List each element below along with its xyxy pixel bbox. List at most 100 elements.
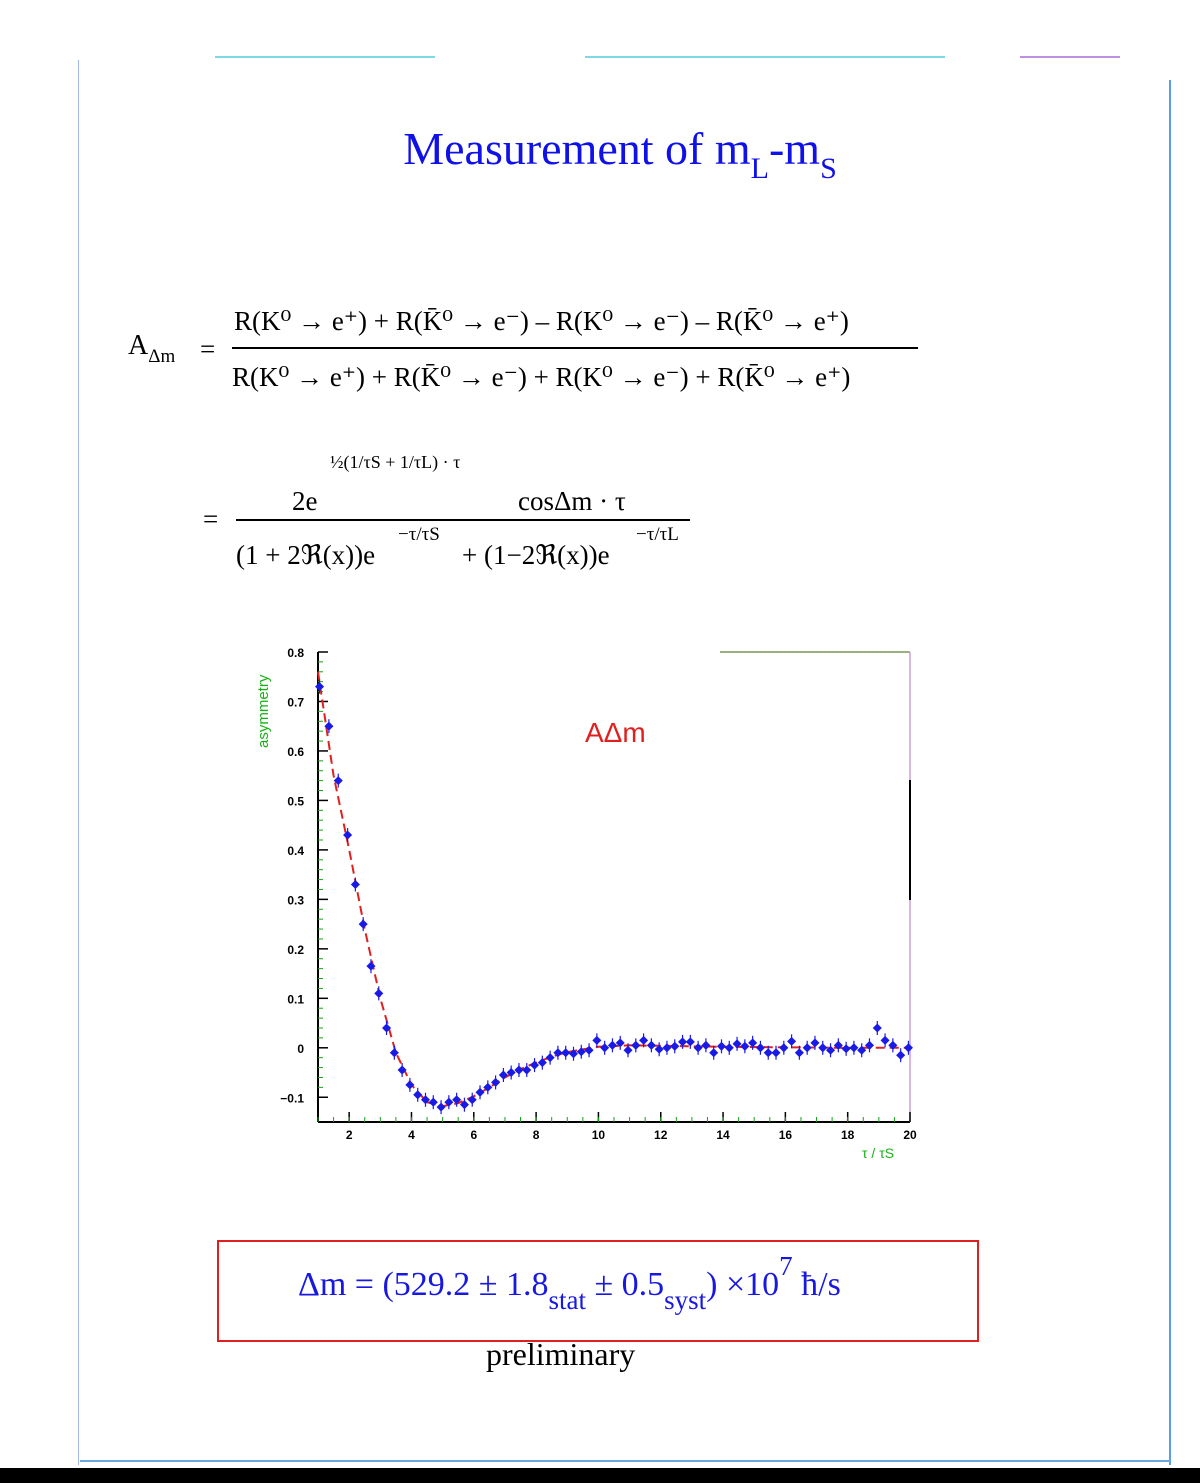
data-point xyxy=(654,1044,664,1054)
data-point xyxy=(475,1087,485,1097)
data-point xyxy=(522,1065,532,1075)
data-point xyxy=(397,1065,407,1075)
data-point xyxy=(607,1040,617,1050)
frame-top-right xyxy=(1020,56,1120,58)
y-axis-label: asymmetry xyxy=(255,674,272,748)
data-point xyxy=(662,1043,672,1053)
x-tick-label: 20 xyxy=(903,1128,917,1142)
frame-left xyxy=(78,60,79,1465)
fit-curve xyxy=(317,671,910,1108)
data-point xyxy=(483,1082,493,1092)
page-title: Measurement of mL-mS xyxy=(403,123,837,185)
formula-equals-2: = xyxy=(203,504,219,534)
data-point xyxy=(530,1060,540,1070)
data-point xyxy=(615,1038,625,1048)
formula-den2-exp-b: −τ/τL xyxy=(636,524,679,545)
result-box xyxy=(217,1240,979,1342)
x-tick-label: 12 xyxy=(654,1128,668,1142)
data-point xyxy=(568,1049,579,1059)
formula-exponent: ½(1/τS + 1/τL) · τ xyxy=(330,452,461,472)
data-point xyxy=(833,1040,843,1050)
data-point xyxy=(810,1038,820,1048)
data-point xyxy=(537,1058,547,1068)
y-tick-label: 0.2 xyxy=(287,943,304,957)
data-point xyxy=(903,1043,913,1053)
data-point xyxy=(896,1050,906,1060)
formula-lhs: AΔm xyxy=(128,330,176,367)
data-point xyxy=(888,1040,898,1050)
x-tick-label: 2 xyxy=(346,1128,353,1142)
data-point xyxy=(366,961,376,971)
bottom-bar xyxy=(0,1468,1200,1483)
frame-bottom xyxy=(80,1460,1170,1462)
data-point xyxy=(444,1097,454,1107)
y-tick-label: 0.3 xyxy=(287,893,304,907)
data-point xyxy=(491,1077,501,1087)
data-point xyxy=(740,1041,750,1051)
preliminary-label: preliminary xyxy=(486,1336,636,1372)
data-point xyxy=(872,1023,882,1033)
data-point xyxy=(436,1102,446,1112)
y-tick-label: 0.6 xyxy=(287,745,304,759)
data-point xyxy=(818,1043,828,1053)
data-point xyxy=(787,1036,797,1046)
data-point xyxy=(779,1043,789,1053)
frame-right xyxy=(1169,80,1171,1465)
data-point xyxy=(716,1041,727,1051)
frame-top-mid xyxy=(585,56,945,58)
data-point xyxy=(382,1023,392,1033)
data-point xyxy=(678,1037,688,1047)
data-point xyxy=(428,1097,438,1107)
data-point xyxy=(459,1100,469,1110)
y-tick-label: 0.5 xyxy=(287,794,304,808)
data-point xyxy=(763,1048,773,1058)
data-point xyxy=(324,721,334,731)
data-point xyxy=(592,1035,602,1045)
result-value: Δm = (529.2 ± 1.8stat ± 0.5syst) ×107 ħ/… xyxy=(298,1251,841,1315)
y-tick-label: 0.8 xyxy=(287,646,304,660)
chart-series-label: AΔm xyxy=(585,717,646,748)
data-point xyxy=(389,1048,399,1058)
data-point xyxy=(498,1070,508,1080)
data-point xyxy=(545,1053,555,1063)
data-point xyxy=(646,1040,656,1050)
data-point xyxy=(413,1090,423,1100)
data-point xyxy=(600,1043,610,1053)
data-point xyxy=(802,1043,812,1053)
data-point xyxy=(724,1043,734,1053)
data-point xyxy=(670,1041,680,1051)
y-tick-label: −0.1 xyxy=(280,1091,304,1105)
data-point xyxy=(561,1048,571,1058)
data-point xyxy=(748,1038,758,1048)
formula-equals: = xyxy=(200,334,216,364)
data-point xyxy=(639,1035,649,1045)
data-point xyxy=(343,830,353,840)
data-point xyxy=(732,1039,742,1049)
data-point xyxy=(350,880,360,890)
data-point xyxy=(826,1045,836,1055)
data-point xyxy=(452,1095,462,1105)
data-point xyxy=(576,1047,586,1057)
y-tick-label: 0 xyxy=(297,1042,304,1056)
fraction-bar-2 xyxy=(236,519,690,521)
frame-top-left xyxy=(215,56,435,58)
x-tick-label: 16 xyxy=(779,1128,793,1142)
data-point xyxy=(849,1043,859,1053)
y-tick-label: 0.7 xyxy=(287,695,304,709)
data-point xyxy=(315,682,325,692)
data-point xyxy=(405,1080,415,1090)
data-point xyxy=(631,1040,641,1050)
data-point xyxy=(841,1044,851,1054)
data-point xyxy=(685,1037,695,1047)
formula-den2-b: + (1−2ℜ(x))e xyxy=(462,540,610,570)
data-point xyxy=(755,1043,765,1053)
data-point xyxy=(709,1048,719,1058)
data-point xyxy=(771,1048,781,1058)
data-point xyxy=(506,1068,516,1078)
x-tick-label: 6 xyxy=(470,1128,477,1142)
fraction-bar-1 xyxy=(232,347,918,349)
x-tick-label: 18 xyxy=(841,1128,855,1142)
formula-denominator: R(K⁰ → e⁺) + R(K̄⁰ → e⁻) + R(K⁰ → e⁻) + … xyxy=(232,362,851,392)
data-point xyxy=(553,1048,563,1058)
formula-num2-a: 2e xyxy=(292,486,318,516)
